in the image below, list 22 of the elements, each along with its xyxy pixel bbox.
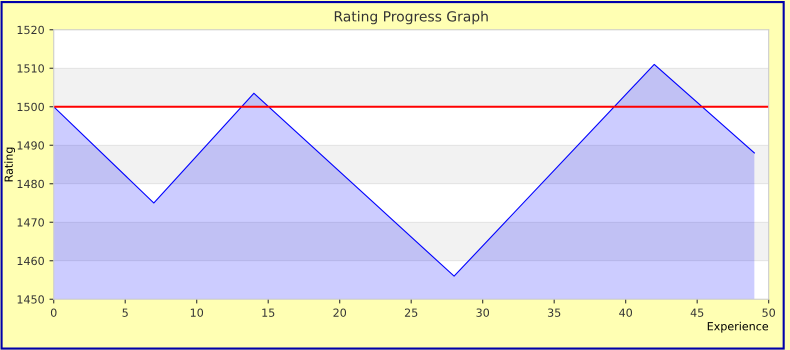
y-tick-label: 1470 — [18, 218, 44, 227]
x-tick-label: 45 — [690, 308, 704, 317]
x-tick-label: 20 — [333, 308, 346, 317]
y-axis-title: Rating — [4, 148, 16, 182]
x-tick-label: 5 — [122, 308, 128, 317]
x-tick-label: 35 — [548, 308, 560, 317]
x-tick-label: 15 — [262, 308, 274, 317]
x-tick-label: 0 — [50, 308, 57, 317]
y-tick-label: 1510 — [18, 64, 44, 73]
y-tick-label: 1460 — [18, 256, 44, 266]
chart-title: Rating Progress Graph — [334, 10, 488, 24]
x-tick-label: 30 — [476, 308, 490, 317]
x-axis-title: Experience — [708, 322, 768, 333]
y-tick-label: 1450 — [18, 295, 44, 304]
y-tick-label: 1490 — [18, 141, 44, 150]
y-tick-label: 1480 — [18, 180, 44, 188]
x-tick-label: 25 — [404, 308, 418, 317]
y-tick-label: 1520 — [18, 26, 44, 34]
x-tick-label: 50 — [762, 308, 775, 317]
x-tick-label: 10 — [190, 308, 204, 317]
y-tick-label: 1500 — [18, 102, 44, 112]
x-tick-label: 40 — [619, 308, 632, 317]
